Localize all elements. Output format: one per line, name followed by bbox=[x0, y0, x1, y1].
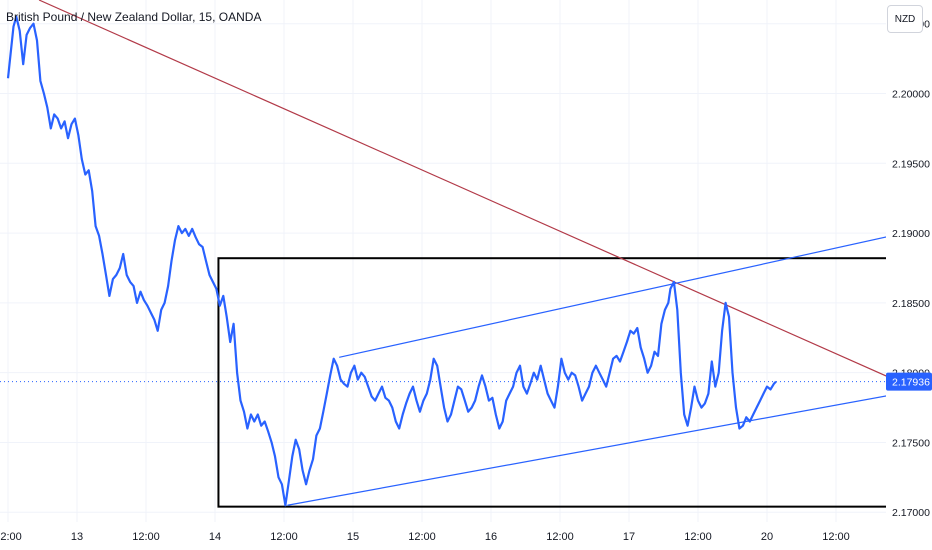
time-tick-label: 12:00 bbox=[684, 531, 712, 543]
time-tick-label: 12:00 bbox=[0, 531, 22, 543]
chart-grid bbox=[0, 0, 886, 522]
resistance-trendline bbox=[38, 0, 892, 379]
price-axis-background bbox=[886, 0, 932, 550]
price-axis[interactable]: 2.205002.200002.195002.190002.185002.180… bbox=[886, 0, 932, 550]
price-tick-label: 2.20000 bbox=[892, 89, 930, 101]
time-tick-label: 12:00 bbox=[270, 531, 298, 543]
price-tick-label: 2.19000 bbox=[892, 228, 930, 240]
channel-lower-line bbox=[287, 394, 892, 506]
price-tick-label: 2.17500 bbox=[892, 437, 930, 449]
time-tick-label: 12:00 bbox=[546, 531, 574, 543]
time-axis[interactable]: 12:00 13 12:00 14 12:00 15 12:00 16 12:00 17 12:00… bbox=[0, 531, 850, 543]
price-tick-label: 2.18500 bbox=[892, 298, 930, 310]
currency-button[interactable]: NZD bbox=[887, 5, 923, 33]
chart-title: British Pound / New Zealand Dollar, 15, … bbox=[6, 10, 262, 24]
chart-annotations bbox=[38, 0, 893, 508]
channel-upper-line bbox=[339, 235, 892, 358]
time-tick-label: 16 bbox=[485, 531, 497, 543]
price-tick-label: 2.19500 bbox=[892, 158, 930, 170]
time-tick-label: 20 bbox=[761, 531, 773, 543]
price-series bbox=[6, 15, 777, 507]
price-line bbox=[6, 15, 777, 507]
last-price-label: 2.17936 bbox=[892, 377, 930, 389]
last-price-badge bbox=[886, 372, 932, 391]
time-tick-label: 12:00 bbox=[132, 531, 160, 543]
price-tick-label: 2.17000 bbox=[892, 507, 930, 519]
time-tick-label: 14 bbox=[209, 531, 221, 543]
time-tick-label: 12:00 bbox=[408, 531, 436, 543]
time-tick-label: 13 bbox=[71, 531, 83, 543]
range-rectangle bbox=[217, 257, 893, 508]
time-tick-label: 12:00 bbox=[822, 531, 850, 543]
time-tick-label: 15 bbox=[347, 531, 359, 543]
time-tick-label: 17 bbox=[623, 531, 635, 543]
